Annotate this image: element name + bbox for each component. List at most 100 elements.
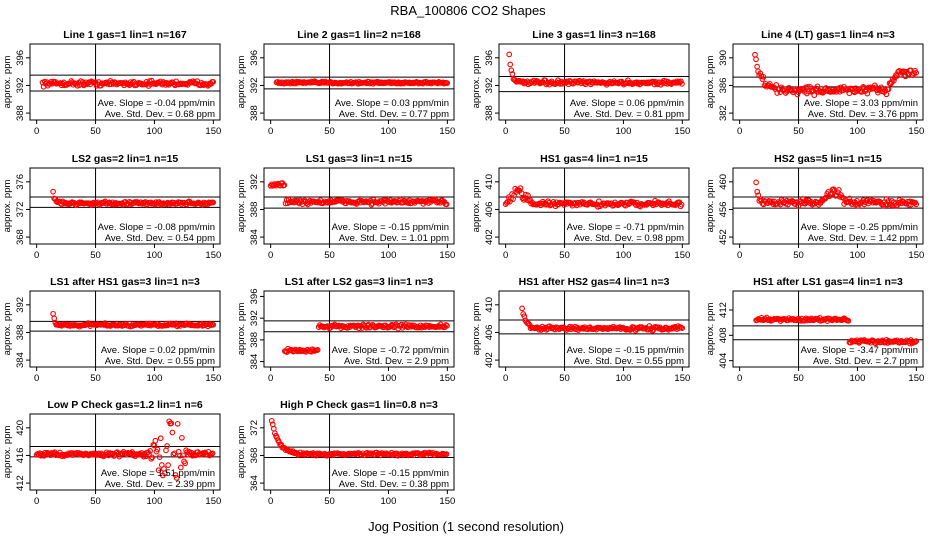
y-axis-label: approx. ppm bbox=[2, 303, 13, 356]
panel-title: Line 4 (LT) gas=1 lin=4 n=3 bbox=[761, 29, 895, 41]
data-point bbox=[814, 83, 821, 90]
y-tick-label: 384 bbox=[249, 229, 260, 245]
y-tick-label: 396 bbox=[484, 50, 495, 66]
data-point bbox=[154, 446, 161, 453]
panel-title: LS1 gas=3 lin=1 n=15 bbox=[306, 153, 413, 165]
panel-12: HS1 after LS1 gas=4 lin=1 n=3 0 50 100 150 40… bbox=[705, 276, 924, 384]
data-points bbox=[268, 417, 450, 459]
y-tick-label: 420 bbox=[15, 420, 26, 436]
x-tick-label: 100 bbox=[147, 126, 163, 137]
y-axis-label: approx. ppm bbox=[236, 426, 247, 479]
data-point bbox=[210, 199, 217, 206]
data-point bbox=[754, 188, 761, 195]
data-point bbox=[157, 435, 164, 442]
std-dev-annotation: Ave. Std. Dev. = 3.76 ppm bbox=[808, 109, 918, 120]
y-tick-label: 406 bbox=[484, 202, 495, 218]
data-point bbox=[443, 451, 450, 457]
panel-2: Line 2 gas=1 lin=2 n=168 0 50 100 150 388 392 3… bbox=[236, 29, 455, 137]
data-point bbox=[753, 179, 759, 186]
panel-title: LS1 after LS2 gas=3 lin=1 n=3 bbox=[285, 276, 434, 288]
data-point bbox=[50, 188, 56, 195]
data-point bbox=[172, 472, 179, 478]
x-tick-label: 100 bbox=[850, 250, 866, 261]
x-tick-label: 150 bbox=[908, 126, 924, 137]
data-point bbox=[368, 201, 375, 208]
data-point bbox=[791, 86, 798, 93]
y-axis-label: approx. ppm bbox=[705, 56, 716, 109]
x-tick-label: 50 bbox=[90, 250, 101, 261]
panel-4: Line 4 (LT) gas=1 lin=4 n=3 0 50 100 150 382 3… bbox=[705, 29, 924, 137]
data-point bbox=[165, 462, 171, 468]
std-dev-annotation: Ave. Std. Dev. = 2.39 ppm bbox=[105, 479, 215, 490]
x-tick-label: 150 bbox=[908, 373, 924, 384]
y-tick-label: 396 bbox=[249, 288, 260, 304]
data-point bbox=[679, 81, 685, 87]
panel-6: LS1 gas=3 lin=1 n=15 0 50 100 150 384 388 392ap… bbox=[236, 153, 455, 261]
slope-annotation: Ave. Slope = -0.71 ppm/min bbox=[567, 222, 684, 233]
data-point bbox=[507, 61, 514, 68]
slope-annotation: Ave. Slope = -0.15 ppm/min bbox=[567, 345, 684, 356]
x-tick-label: 150 bbox=[674, 250, 690, 261]
panel-5: LS2 gas=2 lin=1 n=15 0 50 100 150 368 372 376ap… bbox=[2, 153, 221, 261]
data-point bbox=[168, 420, 175, 427]
x-tick-label: 150 bbox=[439, 126, 455, 137]
std-dev-annotation: Ave. Std. Dev. = 0.55 ppm bbox=[574, 356, 684, 367]
y-axis-label: approx. ppm bbox=[705, 180, 716, 233]
x-tick-label: 0 bbox=[737, 373, 742, 384]
x-tick-label: 100 bbox=[381, 126, 397, 137]
data-point bbox=[210, 321, 217, 328]
plot-frame bbox=[498, 290, 690, 368]
data-point bbox=[605, 200, 612, 207]
x-tick-label: 50 bbox=[324, 126, 335, 137]
y-tick-label: 368 bbox=[249, 448, 260, 464]
x-tick-label: 150 bbox=[439, 373, 455, 384]
data-point bbox=[177, 464, 184, 471]
plot-frame bbox=[732, 290, 924, 368]
y-tick-label: 402 bbox=[484, 352, 495, 368]
data-point bbox=[50, 310, 56, 317]
std-dev-annotation: Ave. Std. Dev. = 0.98 ppm bbox=[574, 233, 684, 244]
data-point bbox=[444, 80, 451, 86]
data-point bbox=[180, 452, 186, 459]
data-point bbox=[822, 195, 828, 202]
y-tick-label: 460 bbox=[718, 174, 729, 190]
panel-title: LS2 gas=2 lin=1 n=15 bbox=[72, 153, 179, 165]
data-point bbox=[913, 69, 919, 76]
plot-frame bbox=[263, 43, 455, 121]
std-dev-annotation: Ave. Std. Dev. = 2.7 ppm bbox=[813, 356, 918, 367]
y-tick-label: 388 bbox=[249, 202, 260, 218]
y-axis-label: approx. ppm bbox=[2, 426, 13, 479]
panel-1: Line 1 gas=1 lin=1 n=167 0 50 100 150 388 392 3… bbox=[2, 29, 221, 137]
data-point bbox=[503, 199, 510, 206]
x-tick-label: 50 bbox=[559, 250, 570, 261]
y-axis-label: approx. ppm bbox=[236, 56, 247, 109]
plot-frame bbox=[29, 43, 221, 121]
x-tick-label: 50 bbox=[559, 373, 570, 384]
y-tick-label: 412 bbox=[15, 475, 26, 491]
y-tick-label: 406 bbox=[484, 325, 495, 341]
data-point bbox=[413, 324, 420, 331]
plot-frame bbox=[29, 290, 221, 368]
std-dev-annotation: Ave. Std. Dev. = 1.42 ppm bbox=[808, 233, 918, 244]
data-point bbox=[268, 417, 275, 424]
plot-frame bbox=[498, 43, 690, 121]
slope-annotation: Ave. Slope = 1.51 ppm/min bbox=[101, 468, 215, 479]
x-tick-label: 50 bbox=[559, 126, 570, 137]
data-point bbox=[913, 338, 920, 344]
data-point bbox=[525, 192, 531, 199]
y-tick-label: 396 bbox=[15, 50, 26, 66]
y-tick-label: 388 bbox=[15, 325, 26, 341]
x-tick-label: 100 bbox=[381, 250, 397, 261]
data-point bbox=[753, 56, 759, 63]
y-tick-label: 392 bbox=[249, 174, 260, 190]
data-point bbox=[509, 71, 516, 77]
data-point bbox=[506, 51, 513, 58]
data-point bbox=[314, 347, 321, 353]
x-tick-label: 150 bbox=[205, 496, 221, 507]
x-tick-label: 100 bbox=[850, 373, 866, 384]
data-point bbox=[760, 73, 767, 80]
std-dev-annotation: Ave. Std. Dev. = 2.9 ppm bbox=[344, 356, 449, 367]
data-point bbox=[519, 305, 525, 312]
panel-title: Line 2 gas=1 lin=2 n=168 bbox=[297, 29, 421, 41]
y-tick-label: 410 bbox=[484, 297, 495, 313]
